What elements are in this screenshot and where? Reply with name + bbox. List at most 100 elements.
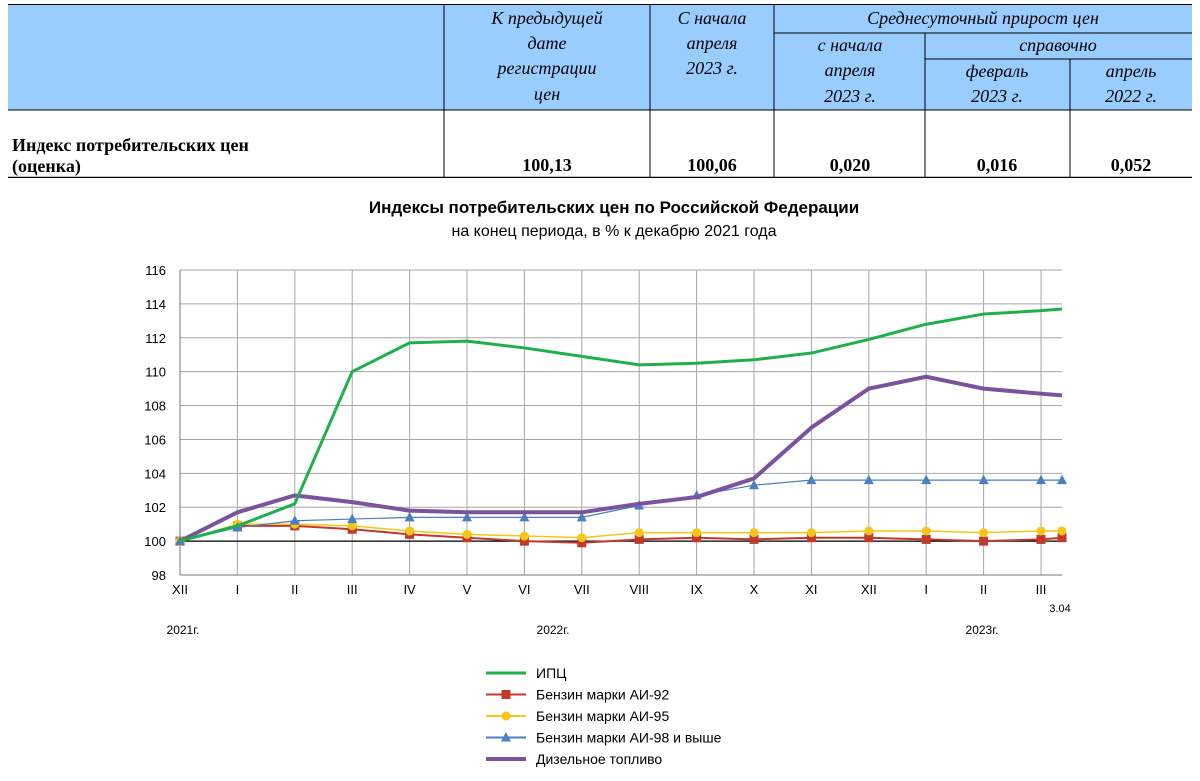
- price-index-table: К предыдущей дате регистрации цен С нача…: [8, 4, 1192, 178]
- row-value-5: 0,052: [1111, 155, 1152, 175]
- y-tick-label: 104: [144, 466, 166, 481]
- y-tick-label: 102: [144, 500, 166, 515]
- data-point: [1057, 474, 1067, 485]
- x-tick-label: VIII: [629, 582, 649, 597]
- row-value-2: 100,06: [687, 155, 737, 175]
- y-tick-label: 106: [144, 432, 166, 447]
- y-tick-label: 110: [145, 365, 166, 380]
- series-1: [179, 307, 1063, 543]
- data-point: [519, 536, 529, 546]
- header-col5-line2: 2022 г.: [1105, 86, 1157, 106]
- header-col4-line1: февраль: [966, 61, 1029, 81]
- row-label-line1: Индекс потребительских цен: [12, 135, 249, 155]
- data-point: [405, 526, 415, 536]
- y-tick-label: 116: [145, 263, 166, 278]
- header-subgroup: справочно: [1019, 35, 1097, 55]
- data-point: [1036, 474, 1046, 485]
- row-value-3: 0,020: [830, 155, 871, 175]
- series-5: [179, 374, 1063, 543]
- legend-label: Дизельное топливо: [536, 751, 662, 767]
- x-tick-label: XII: [861, 582, 877, 597]
- data-point: [501, 690, 511, 699]
- legend-label: Бензин марки АИ-92: [536, 687, 669, 703]
- table-header-background: [8, 4, 1192, 110]
- header-col3-line2: апреля: [825, 60, 876, 80]
- x-tick-label: I: [924, 582, 928, 597]
- header-col3-line1: с начала: [818, 35, 883, 55]
- data-point: [519, 511, 530, 522]
- data-point: [404, 511, 415, 522]
- data-point: [921, 534, 931, 544]
- data-point: [1036, 526, 1046, 536]
- header-col1-line4: цен: [534, 84, 560, 104]
- data-point: [806, 533, 816, 543]
- y-tick-label: 108: [144, 399, 166, 414]
- row-value-1: 100,13: [522, 155, 572, 175]
- data-point: [289, 515, 300, 525]
- chart-series: [175, 307, 1067, 548]
- data-point: [577, 533, 587, 543]
- data-point: [519, 531, 529, 541]
- x-tick-label: VI: [518, 582, 530, 597]
- x-tick-label: VII: [574, 582, 590, 597]
- header-col4-line2: 2023 г.: [971, 86, 1023, 106]
- x-tick-label: III: [347, 582, 358, 597]
- legend-label: ИПЦ: [536, 665, 567, 681]
- x-tick-label: V: [463, 582, 472, 597]
- legend-label: Бензин марки АИ-95: [536, 708, 669, 724]
- x-tick-label: X: [750, 582, 759, 597]
- data-point: [576, 511, 587, 522]
- row-value-4: 0,016: [977, 155, 1018, 175]
- header-group: Среднесуточный прирост цен: [867, 8, 1099, 28]
- data-point: [501, 711, 511, 721]
- data-point: [501, 732, 511, 742]
- x-tick-label: II: [291, 582, 298, 597]
- header-col2-line2: апреля: [687, 33, 738, 53]
- data-point: [347, 521, 357, 531]
- x-tick-label-date: 3.04: [1049, 603, 1070, 615]
- chart-title: Индексы потребительских цен по Российско…: [369, 198, 859, 217]
- data-point: [462, 511, 472, 522]
- y-tick-label: 98: [152, 568, 166, 583]
- data-point: [749, 534, 759, 544]
- data-point: [979, 536, 989, 546]
- series-line: [179, 307, 1063, 543]
- year-label: 2022г.: [537, 623, 570, 637]
- x-tick-label: IV: [403, 582, 416, 597]
- x-tick-label: III: [1036, 582, 1047, 597]
- data-point: [1036, 534, 1046, 544]
- data-point: [921, 526, 931, 536]
- x-tick-label: XII: [172, 582, 188, 597]
- series-3: [175, 519, 1067, 546]
- data-point: [921, 474, 932, 485]
- data-point: [806, 528, 816, 538]
- header-col3-line3: 2023 г.: [824, 86, 876, 106]
- y-tick-label: 112: [145, 331, 166, 346]
- data-point: [978, 474, 989, 485]
- data-point: [749, 479, 759, 490]
- header-col1-line3: регистрации: [496, 58, 597, 78]
- y-tick-label: 114: [145, 297, 166, 312]
- row-label-line2: (оценка): [12, 156, 81, 177]
- data-point: [1057, 533, 1067, 543]
- x-tick-label: IX: [690, 582, 703, 597]
- data-point: [749, 528, 759, 538]
- x-tick-label: XI: [805, 582, 817, 597]
- header-col1-line2: дате: [527, 33, 566, 53]
- data-point: [806, 474, 817, 485]
- data-point: [462, 529, 472, 539]
- data-point: [864, 526, 874, 536]
- x-tick-label: I: [236, 582, 240, 597]
- data-point: [864, 533, 874, 543]
- data-point: [863, 474, 874, 485]
- y-tick-label: 100: [144, 534, 166, 549]
- x-tick-label: II: [980, 582, 987, 597]
- chart-subtitle: на конец периода, в % к декабрю 2021 год…: [451, 223, 776, 240]
- data-point: [347, 513, 358, 524]
- data-point: [1057, 526, 1067, 536]
- year-label: 2021г.: [167, 623, 200, 637]
- header-col5-line1: апрель: [1106, 61, 1157, 81]
- data-point: [692, 528, 702, 538]
- header-col1-line1: К предыдущей: [490, 8, 602, 28]
